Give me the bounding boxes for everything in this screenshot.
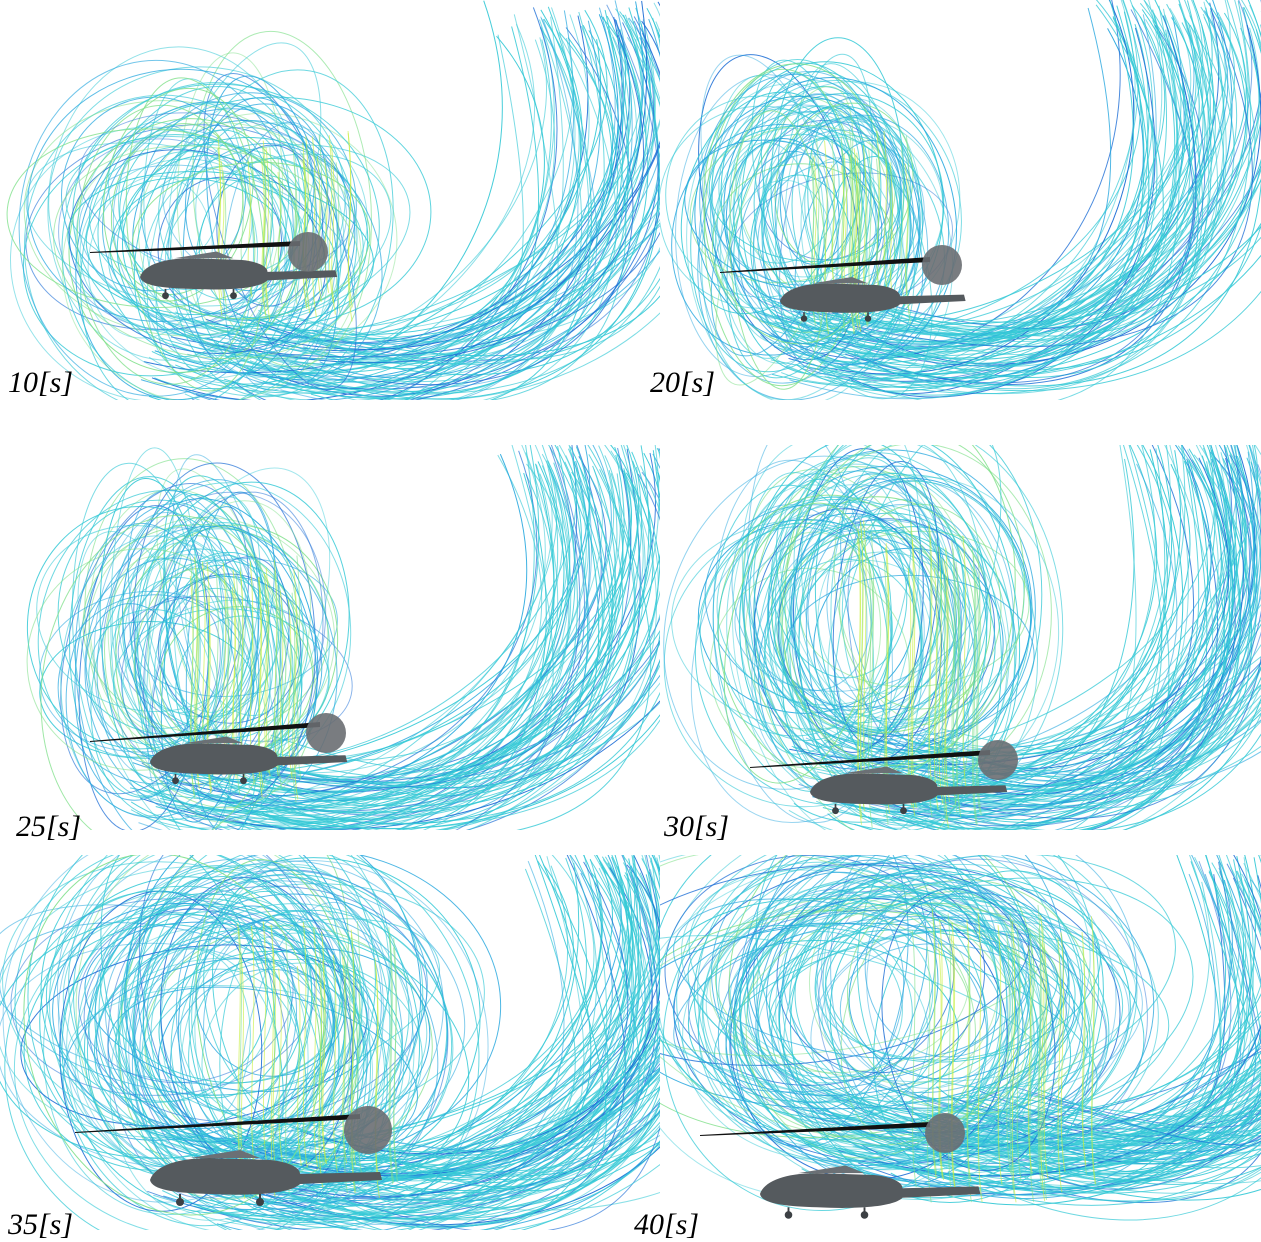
caption-40s: 40[s] bbox=[634, 1210, 699, 1240]
panel-25s bbox=[0, 445, 660, 830]
caption-30s: 30[s] bbox=[664, 812, 729, 842]
streamline-plot-35s bbox=[0, 855, 660, 1230]
streamline-plot-10s bbox=[0, 0, 660, 400]
caption-10s: 10[s] bbox=[8, 368, 73, 398]
caption-20s: 20[s] bbox=[650, 368, 715, 398]
panel-10s bbox=[0, 0, 660, 400]
streamline-plot-25s bbox=[0, 445, 660, 830]
caption-25s: 25[s] bbox=[16, 812, 81, 842]
panel-30s bbox=[660, 445, 1261, 830]
caption-35s: 35[s] bbox=[8, 1210, 73, 1240]
streamline-plot-20s bbox=[660, 0, 1261, 400]
panel-40s bbox=[660, 855, 1261, 1230]
panel-35s bbox=[0, 855, 660, 1230]
streamline-plot-40s bbox=[660, 855, 1261, 1230]
streamline-plot-30s bbox=[660, 445, 1261, 830]
panel-20s bbox=[660, 0, 1261, 400]
